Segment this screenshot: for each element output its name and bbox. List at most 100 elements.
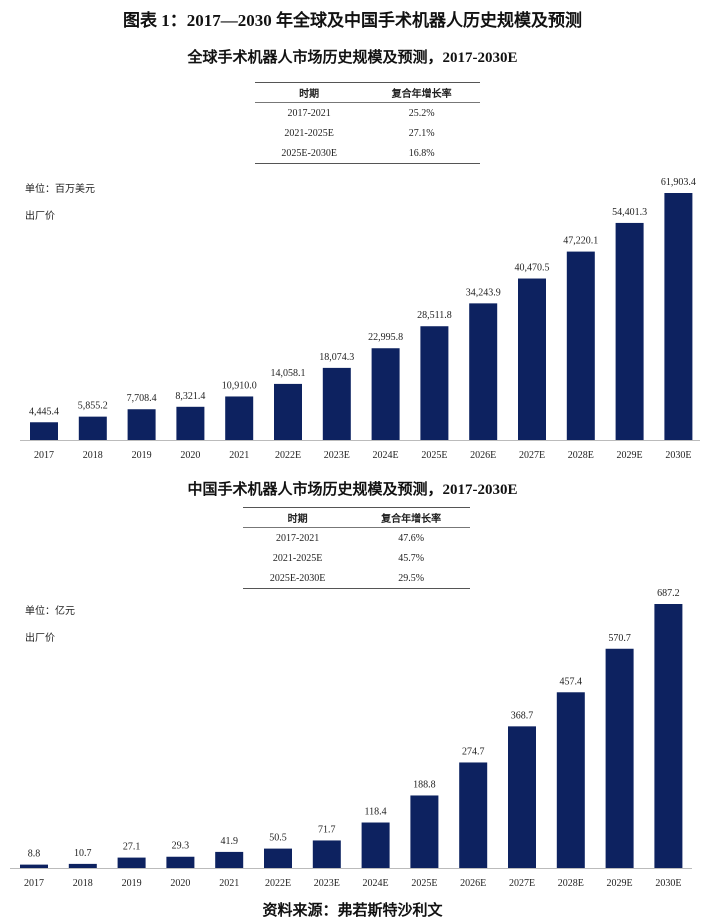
data-label: 61,903.4 — [661, 177, 696, 188]
x-tick-label: 2018 — [73, 878, 93, 889]
x-tick-label: 2023E — [324, 450, 350, 461]
table-row: 2017-2021 47.6% — [243, 528, 470, 549]
x-tick-label: 2027E — [509, 878, 535, 889]
x-tick-label: 2025E — [411, 878, 437, 889]
bar-2020 — [176, 406, 205, 440]
data-label: 71.7 — [318, 824, 336, 835]
table-row: 2021-2025E 45.7% — [243, 548, 470, 568]
bar-2025E — [410, 795, 439, 868]
x-tick-label: 2023E — [314, 878, 340, 889]
x-tick-label: 2028E — [558, 878, 584, 889]
bar-2030E — [664, 193, 693, 440]
data-label: 27.1 — [123, 842, 141, 853]
x-tick-label: 2029E — [617, 450, 643, 461]
period: 2025E-2030E — [269, 572, 326, 584]
bar-2021 — [215, 851, 244, 868]
x-tick-label: 2018 — [83, 450, 103, 461]
x-tick-label: 2017 — [34, 450, 54, 461]
data-label: 368.7 — [511, 710, 534, 721]
data-label: 28,511.8 — [417, 310, 452, 321]
x-tick-label: 2020 — [170, 878, 190, 889]
cagr: 45.7% — [398, 552, 425, 564]
x-tick-label: 2030E — [655, 878, 681, 889]
table-row: 2025E-2030E 16.8% — [255, 143, 480, 164]
x-tick-label: 2019 — [122, 878, 142, 889]
data-label: 5,855.2 — [78, 401, 108, 412]
data-label: 22,995.8 — [368, 332, 403, 343]
bar-2023E — [312, 840, 341, 868]
data-label: 50.5 — [269, 833, 287, 844]
bar-2027E — [518, 278, 546, 440]
cagr: 25.2% — [408, 107, 435, 119]
table-header: 复合年增长率 — [352, 507, 470, 528]
x-tick-label: 2026E — [470, 450, 496, 461]
x-tick-label: 2030E — [665, 450, 691, 461]
bar-2025E — [420, 326, 449, 440]
bar-2027E — [508, 726, 536, 868]
bar-2019 — [127, 409, 156, 440]
x-tick-label: 2021 — [229, 450, 249, 461]
bar-2020 — [166, 856, 195, 868]
cagr: 27.1% — [408, 127, 435, 139]
bar-2017 — [20, 864, 48, 868]
figure-title: 图表 1：2017—2030 年全球及中国手术机器人历史规模及预测 — [123, 11, 582, 30]
table-row: 2025E-2030E 29.5% — [243, 568, 470, 589]
data-label: 7,708.4 — [127, 393, 157, 404]
period: 2021-2025E — [272, 552, 323, 564]
bar-2022E — [264, 848, 292, 868]
x-tick-label: 2024E — [363, 878, 389, 889]
x-tick-label: 2022E — [275, 450, 301, 461]
bar-2026E — [469, 303, 498, 440]
x-tick-label: 2019 — [132, 450, 152, 461]
cagr: 29.5% — [398, 572, 425, 584]
data-label: 40,470.5 — [515, 263, 550, 274]
china-chart-title: 中国手术机器人市场历史规模及预测，2017-2030E — [187, 482, 518, 498]
bar-2018 — [68, 863, 97, 868]
cagr: 47.6% — [398, 532, 425, 544]
data-label: 34,243.9 — [466, 287, 501, 298]
global-unit-label: 单位：百万美元 — [25, 184, 95, 195]
x-tick-label: 2017 — [24, 878, 44, 889]
x-tick-label: 2028E — [568, 450, 594, 461]
global-cagr-table: 时期 复合年增长率 2017-2021 25.2% 2021-2025E 27.1% … — [255, 82, 480, 164]
data-label: 41.9 — [220, 836, 238, 847]
data-label: 29.3 — [172, 841, 190, 852]
data-label: 188.8 — [413, 779, 436, 790]
data-label: 8,321.4 — [175, 391, 205, 402]
data-label: 8.8 — [28, 849, 41, 860]
bar-2026E — [459, 762, 488, 868]
global-price-label: 出厂价 — [25, 211, 55, 222]
bar-2024E — [361, 822, 390, 868]
data-label: 54,401.3 — [612, 207, 647, 218]
data-label: 4,445.4 — [29, 406, 59, 417]
data-label: 687.2 — [657, 588, 680, 599]
global-bar-chart: 4,445.4 2017 5,855.2 2018 7,708.4 2019 8,321.4… — [20, 177, 700, 461]
data-label: 118.4 — [365, 807, 387, 818]
data-label: 570.7 — [608, 633, 631, 644]
x-tick-label: 2020 — [180, 450, 200, 461]
period: 2017-2021 — [287, 107, 331, 119]
bar-2028E — [556, 692, 585, 868]
china-cagr-table: 时期 复合年增长率 2017-2021 47.6% 2021-2025E 45.7% … — [243, 507, 470, 589]
data-label: 18,074.3 — [319, 352, 354, 363]
global-chart-title: 全球手术机器人市场历史规模及预测，2017-2030E — [187, 50, 518, 66]
bar-2029E — [605, 648, 634, 868]
table-header: 复合年增长率 — [363, 82, 480, 103]
cagr: 16.8% — [408, 147, 435, 159]
x-tick-label: 2022E — [265, 878, 291, 889]
china-price-label: 出厂价 — [25, 633, 55, 644]
data-label: 47,220.1 — [563, 236, 598, 247]
bar-2017 — [30, 422, 58, 440]
period: 2021-2025E — [284, 127, 334, 139]
x-tick-label: 2021 — [219, 878, 239, 889]
table-row: 2021-2025E 27.1% — [255, 123, 480, 143]
data-label: 274.7 — [462, 746, 485, 757]
data-label: 14,058.1 — [271, 368, 306, 379]
data-label: 457.4 — [560, 676, 583, 687]
table-header: 时期 — [243, 507, 353, 528]
x-tick-label: 2029E — [607, 878, 633, 889]
source-note: 资料来源：弗若斯特沙利文 — [262, 903, 443, 919]
bar-2019 — [117, 857, 146, 868]
bar-2024E — [371, 348, 400, 440]
